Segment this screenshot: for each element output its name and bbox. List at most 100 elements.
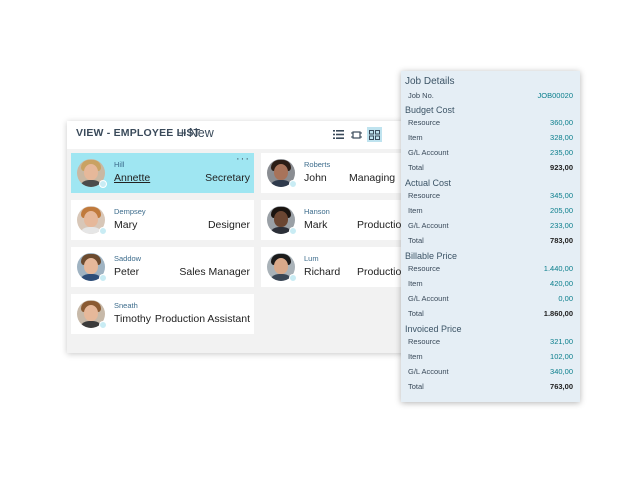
status-dot — [99, 321, 107, 329]
actual-item-value[interactable]: 205,00 — [550, 206, 573, 215]
budget-gl-value[interactable]: 235,00 — [550, 148, 573, 157]
employee-card[interactable]: Roberts John Managing — [261, 153, 417, 193]
budget-total-value: 923,00 — [550, 163, 573, 172]
billable-total-row: Total 1.860,00 — [405, 309, 573, 321]
actual-item-row: Item 205,00 — [405, 206, 573, 218]
actual-total-value: 783,00 — [550, 236, 573, 245]
employee-last-name: Roberts — [304, 160, 331, 169]
plus-icon: + — [178, 125, 187, 142]
billable-item-value[interactable]: 420,00 — [550, 279, 573, 288]
row-label: Total — [408, 382, 424, 391]
employee-card[interactable]: Sneath Timothy Production Assistant — [71, 294, 254, 334]
invoiced-total-value: 763,00 — [550, 382, 573, 391]
employee-first-name[interactable]: John — [304, 172, 327, 184]
status-dot — [289, 180, 297, 188]
employee-first-name[interactable]: Timothy — [114, 313, 151, 325]
row-label: Item — [408, 279, 423, 288]
invoiced-gl-row: G/L Account 340,00 — [405, 367, 573, 379]
employee-last-name: Hanson — [304, 207, 330, 216]
invoiced-item-row: Item 102,00 — [405, 352, 573, 364]
employee-card[interactable]: Saddow Peter Sales Manager — [71, 247, 254, 287]
row-label: Total — [408, 163, 424, 172]
billable-gl-value[interactable]: 0,00 — [558, 294, 573, 303]
employee-card[interactable]: Hanson Mark Production — [261, 200, 417, 240]
status-dot — [99, 180, 107, 188]
row-label: Item — [408, 206, 423, 215]
employee-job-title: Designer — [207, 219, 250, 231]
status-dot — [99, 274, 107, 282]
more-options-button[interactable]: ··· — [236, 153, 250, 165]
brick-view-icon[interactable] — [349, 127, 364, 142]
employee-first-name[interactable]: Mary — [114, 219, 138, 231]
employee-first-name[interactable]: Peter — [114, 266, 140, 278]
billable-total-value: 1.860,00 — [543, 309, 573, 318]
employee-job-title: Production — [357, 266, 408, 278]
employee-first-name[interactable]: Mark — [304, 219, 328, 231]
job-details-panel: Job Details Job No. JOB00020 Budget Cost… — [401, 71, 580, 402]
employee-card[interactable]: Hill Annette Secretary ··· — [71, 153, 254, 193]
actual-cost-heading: Actual Cost — [405, 178, 452, 188]
new-button-label: New — [188, 126, 214, 140]
list-view-icon[interactable] — [331, 127, 346, 142]
job-details-title: Job Details — [405, 76, 455, 87]
avatar — [77, 159, 105, 187]
status-dot — [289, 227, 297, 235]
row-label: G/L Account — [408, 148, 449, 157]
budget-item-row: Item 328,00 — [405, 133, 573, 145]
employee-last-name: Dempsey — [114, 207, 146, 216]
budget-resource-value[interactable]: 360,00 — [550, 118, 573, 127]
row-label: Resource — [408, 337, 441, 346]
actual-total-row: Total 783,00 — [405, 236, 573, 248]
invoiced-total-row: Total 763,00 — [405, 382, 573, 394]
invoiced-resource-value[interactable]: 321,00 — [550, 337, 573, 346]
budget-total-row: Total 923,00 — [405, 163, 573, 175]
budget-item-value[interactable]: 328,00 — [550, 133, 573, 142]
tile-view-icon[interactable] — [367, 127, 382, 142]
invoiced-item-value[interactable]: 102,00 — [550, 352, 573, 361]
employee-first-name[interactable]: Richard — [304, 266, 341, 278]
actual-gl-value[interactable]: 233,00 — [550, 221, 573, 230]
row-label: Resource — [408, 118, 441, 127]
row-label: Total — [408, 309, 424, 318]
budget-resource-row: Resource 360,00 — [405, 118, 573, 130]
actual-resource-row: Resource 345,00 — [405, 191, 573, 203]
avatar — [77, 253, 105, 281]
status-dot — [99, 227, 107, 235]
employee-card[interactable]: Dempsey Mary Designer — [71, 200, 254, 240]
row-label: G/L Account — [408, 367, 449, 376]
avatar — [77, 206, 105, 234]
avatar — [267, 253, 295, 281]
row-label: Resource — [408, 264, 441, 273]
job-no-row: Job No. JOB00020 — [405, 91, 573, 103]
budget-cost-heading: Budget Cost — [405, 105, 455, 115]
row-label: Total — [408, 236, 424, 245]
billable-gl-row: G/L Account 0,00 — [405, 294, 573, 306]
employee-job-title: Managing — [349, 172, 396, 184]
status-dot — [289, 274, 297, 282]
employee-job-title: Production Assistant — [154, 313, 250, 325]
employee-first-name[interactable]: Annette — [114, 172, 151, 184]
budget-gl-row: G/L Account 235,00 — [405, 148, 573, 160]
view-switcher — [331, 127, 382, 142]
employee-last-name: Hill — [114, 160, 125, 169]
billable-resource-row: Resource 1.440,00 — [405, 264, 573, 276]
invoiced-price-heading: Invoiced Price — [405, 324, 462, 334]
job-no-label: Job No. — [408, 91, 434, 100]
new-button[interactable]: + New — [178, 125, 214, 142]
employee-job-title: Sales Manager — [179, 266, 250, 278]
employee-job-title: Production — [357, 219, 408, 231]
employee-last-name: Saddow — [114, 254, 142, 263]
invoiced-gl-value[interactable]: 340,00 — [550, 367, 573, 376]
row-label: G/L Account — [408, 294, 449, 303]
job-no-value[interactable]: JOB00020 — [537, 91, 573, 100]
list-header: VIEW - EMPLOYEE LIST + New — [67, 121, 417, 149]
billable-resource-value[interactable]: 1.440,00 — [543, 264, 573, 273]
row-label: Item — [408, 133, 423, 142]
row-label: Item — [408, 352, 423, 361]
billable-item-row: Item 420,00 — [405, 279, 573, 291]
employee-last-name: Lum — [304, 254, 319, 263]
actual-resource-value[interactable]: 345,00 — [550, 191, 573, 200]
actual-gl-row: G/L Account 233,00 — [405, 221, 573, 233]
employee-card[interactable]: Lum Richard Production — [261, 247, 417, 287]
employee-job-title: Secretary — [205, 172, 250, 184]
